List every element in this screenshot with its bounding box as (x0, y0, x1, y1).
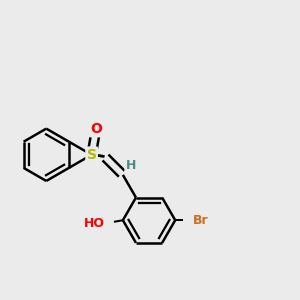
Text: H: H (126, 160, 136, 172)
Text: Br: Br (193, 214, 208, 227)
Text: O: O (90, 122, 102, 136)
Text: HO: HO (84, 217, 105, 230)
Text: S: S (87, 148, 97, 162)
